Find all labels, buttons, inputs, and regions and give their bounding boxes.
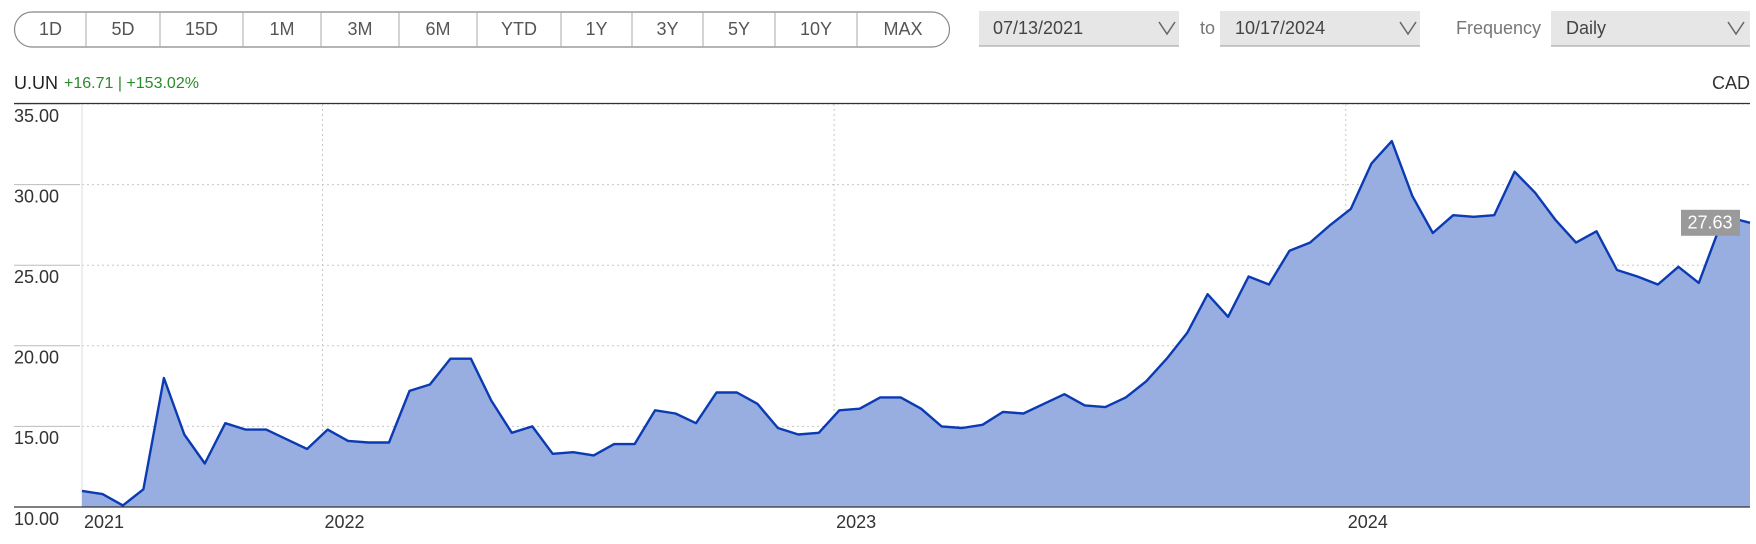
range-selector — [13, 11, 951, 48]
range-buttons: 1D 5D 15D 1M 3M 6M YTD 1Y 3Y 5Y 10Y MAX — [39, 12, 923, 47]
symbol: U.UN — [14, 73, 58, 93]
button-label: 3M — [347, 19, 372, 39]
frequency-select[interactable]: Daily — [1551, 11, 1750, 47]
button-label: 1Y — [585, 19, 607, 39]
range-button[interactable]: YTD — [476, 12, 537, 47]
y-tick-label: 25.00 — [14, 267, 59, 287]
range-button[interactable]: 6M — [398, 12, 451, 47]
date-to-input[interactable]: 10/17/2024 — [1220, 11, 1420, 47]
to-label: to — [1200, 18, 1215, 38]
plot: 10.00 15.00 20.00 25.00 30.00 35.00 2021 2022 20… — [14, 102, 1751, 532]
range-button[interactable]: 1Y — [560, 12, 608, 47]
button-label: YTD — [501, 19, 537, 39]
change: +16.71 | +153.02% — [64, 75, 199, 92]
currency: CAD — [1712, 73, 1750, 93]
y-tick-label: 30.00 — [14, 186, 59, 206]
line — [81, 139, 1751, 507]
date-from-input[interactable]: 07/13/2021 — [979, 11, 1179, 47]
x-tick-label: 2023 — [836, 512, 876, 532]
x-tick-label: 2021 — [84, 512, 124, 532]
range-button[interactable]: 10Y — [774, 12, 832, 47]
y-tick-label: 10.00 — [14, 509, 59, 529]
range-button[interactable]: 3M — [320, 12, 373, 47]
last-price-box — [1681, 209, 1740, 236]
frequency-value: Daily — [1566, 18, 1606, 38]
x-tick-label: 2022 — [324, 512, 364, 532]
button-label: 15D — [185, 19, 218, 39]
button-label: 3Y — [656, 19, 678, 39]
range-button[interactable]: MAX — [856, 12, 923, 47]
y-tick-label: 35.00 — [14, 106, 59, 126]
range-button[interactable]: 1D — [39, 19, 62, 39]
last-price-label: 27.63 — [1687, 213, 1732, 233]
y-tick-label: 15.00 — [14, 428, 59, 448]
date-from: 07/13/2021 — [993, 18, 1083, 38]
area — [82, 141, 1750, 507]
frequency-label: Frequency — [1456, 18, 1541, 38]
x-tick-label: 2024 — [1348, 512, 1388, 532]
range-button[interactable]: 5Y — [702, 12, 750, 47]
button-label: 5Y — [728, 19, 750, 39]
button-label: 6M — [425, 19, 450, 39]
range-button[interactable]: 3Y — [631, 12, 679, 47]
range-button[interactable]: 5D — [85, 12, 135, 47]
range-button[interactable]: 15D — [159, 12, 218, 47]
y-tick-label: 20.00 — [14, 348, 59, 368]
date-to: 10/17/2024 — [1235, 18, 1325, 38]
button-label: MAX — [883, 19, 922, 39]
button-label: 1M — [269, 19, 294, 39]
button-label: 10Y — [800, 19, 832, 39]
range-button[interactable]: 1M — [242, 12, 295, 47]
button-label: 5D — [111, 19, 134, 39]
button-label: 1D — [39, 19, 62, 39]
